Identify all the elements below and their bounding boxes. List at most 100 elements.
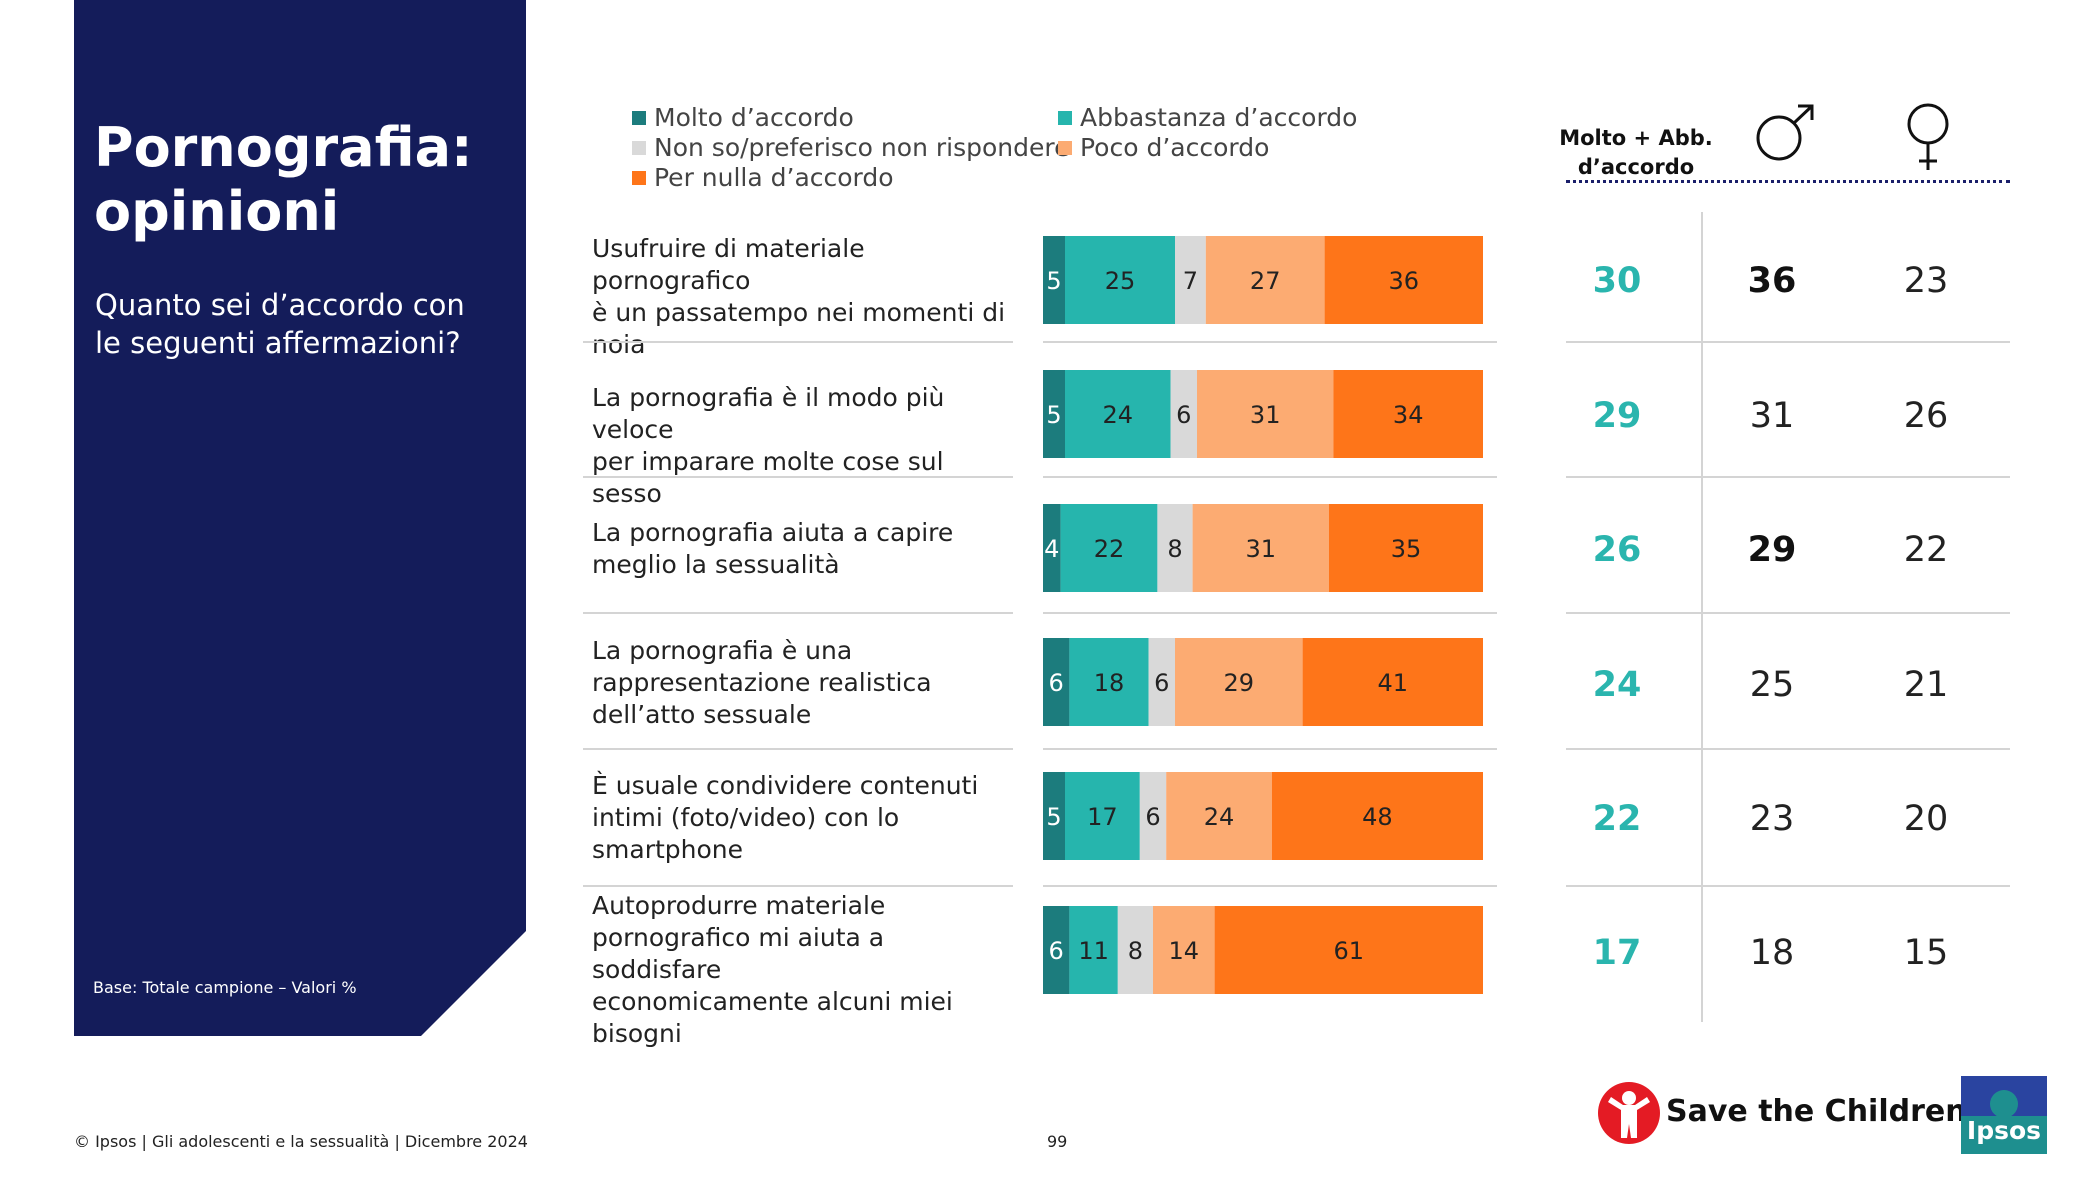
- row-divider-middle: [1043, 612, 1497, 614]
- statement-4-line-1: La pornografia è una: [592, 636, 853, 665]
- statement-6-line-4: bisogni: [592, 1019, 682, 1048]
- bar-data-label: 14: [1169, 937, 1200, 965]
- statement-1-line-2: è un passatempo nei momenti di: [592, 298, 1006, 327]
- bar-data-label: 11: [1078, 937, 1109, 965]
- female-value-row-5: 20: [1903, 799, 1949, 839]
- bar-data-label: 6: [1154, 669, 1169, 697]
- row-divider-middle: [1043, 885, 1497, 887]
- bar-data-label: 24: [1204, 803, 1235, 831]
- bar-segment: [1271, 772, 1483, 860]
- bar-segment: [1197, 370, 1334, 458]
- bar-segment: [1043, 906, 1070, 994]
- bar-segment: [1043, 772, 1065, 860]
- bar-segment: [1043, 504, 1061, 592]
- statement-1-line-1: Usufruire di materiale pornografico: [592, 234, 865, 295]
- ipsos-logo-text: Ipsos: [1966, 1116, 2042, 1145]
- bar-data-label: 4: [1044, 535, 1059, 563]
- bar-segment: [1117, 906, 1153, 994]
- bar-segment: [1333, 370, 1483, 458]
- bar-data-label: 5: [1046, 401, 1061, 429]
- ipsos-logo-mark-icon: [1961, 1076, 2047, 1116]
- statement-3-line-1: La pornografia aiuta a capire: [592, 518, 954, 547]
- bar-data-label: 36: [1389, 267, 1420, 295]
- bar-segment: [1205, 236, 1325, 324]
- bar-data-label: 24: [1103, 401, 1134, 429]
- bar-data-label: 35: [1391, 535, 1422, 563]
- bar-data-label: 6: [1176, 401, 1191, 429]
- statement-5-line-2: intimi (foto/video) con lo: [592, 803, 900, 832]
- row-divider-middle: [1043, 748, 1497, 750]
- page-title-line-2: opinioni: [94, 180, 340, 243]
- statement-6-line-1: Autoprodurre materiale: [592, 891, 886, 920]
- legend-swatch-per-nulla: [632, 171, 646, 185]
- male-value-row-3: 29: [1747, 530, 1797, 570]
- row-divider-left: [583, 748, 1013, 750]
- bar-segment: [1060, 504, 1158, 592]
- row-divider-middle: [1043, 476, 1497, 478]
- bar-data-label: 34: [1393, 401, 1424, 429]
- row-divider-left: [583, 885, 1013, 887]
- page-number: 99: [1047, 1132, 1068, 1151]
- legend-item-per-nulla: Per nulla d’accordo: [632, 163, 894, 193]
- male-value-row-4: 25: [1749, 665, 1795, 705]
- female-value-row-6: 15: [1903, 933, 1949, 973]
- male-symbol-icon: [1756, 103, 1816, 163]
- footer-copyright: © Ipsos | Gli adolescenti e la sessualit…: [74, 1132, 528, 1151]
- base-note: Base: Totale campione – Valori %: [93, 978, 357, 997]
- total-column-header-line-2: d’accordo: [1577, 155, 1695, 179]
- legend-label-abbastanza: Abbastanza d’accordo: [1080, 103, 1358, 132]
- bar-segment: [1153, 906, 1215, 994]
- row-divider-left: [583, 612, 1013, 614]
- legend-label-per-nulla: Per nulla d’accordo: [654, 163, 894, 192]
- row-divider-left: [583, 341, 1013, 343]
- female-value-row-3: 22: [1903, 530, 1949, 570]
- total-value-row-5: 22: [1592, 799, 1642, 839]
- bar-data-label: 6: [1145, 803, 1160, 831]
- legend-swatch-abbastanza: [1058, 111, 1072, 125]
- legend-swatch-non-so: [632, 141, 646, 155]
- page-title: Pornografia: opinioni: [94, 116, 514, 244]
- column-divider: [1701, 212, 1703, 1022]
- bar-segment: [1324, 236, 1483, 324]
- page-title-line-1: Pornografia:: [94, 116, 473, 179]
- statement-6: Autoprodurre materiale pornografico mi a…: [592, 890, 1012, 1050]
- total-value-row-2: 29: [1592, 396, 1642, 436]
- bar-data-label: 17: [1087, 803, 1118, 831]
- bar-segment: [1175, 236, 1206, 324]
- row-divider-right: [1566, 341, 2010, 343]
- statement-1: Usufruire di materiale pornografico è un…: [592, 233, 1012, 361]
- statement-5-line-1: È usuale condividere contenuti: [592, 771, 979, 800]
- row-divider-middle: [1043, 341, 1497, 343]
- bar-data-label: 18: [1094, 669, 1125, 697]
- statement-3-line-2: meglio la sessualità: [592, 550, 840, 579]
- page-subtitle: Quanto sei d’accordo con le seguenti aff…: [95, 288, 465, 360]
- row-divider-right: [1566, 748, 2010, 750]
- bar-segment: [1170, 370, 1197, 458]
- legend-label-non-so: Non so/preferisco non rispondere: [654, 133, 1070, 162]
- total-value-row-1: 30: [1592, 261, 1642, 301]
- statement-3: La pornografia aiuta a capire meglio la …: [592, 517, 1012, 581]
- bar-data-label: 31: [1250, 401, 1281, 429]
- row-divider-left: [583, 476, 1013, 478]
- bar-segment: [1069, 638, 1149, 726]
- legend-swatch-poco: [1058, 141, 1072, 155]
- legend-item-non-so: Non so/preferisco non rispondere: [632, 133, 1069, 163]
- bar-data-label: 29: [1224, 669, 1255, 697]
- legend-item-poco: Poco d’accordo: [1058, 133, 1269, 163]
- bar-segment: [1166, 772, 1272, 860]
- bar-data-label: 6: [1049, 669, 1064, 697]
- legend-item-molto: Molto d’accordo: [632, 103, 854, 133]
- bar-segment: [1043, 236, 1065, 324]
- male-value-row-1: 36: [1747, 261, 1797, 301]
- bar-data-label: 8: [1128, 937, 1143, 965]
- bar-segment: [1065, 370, 1171, 458]
- female-value-row-4: 21: [1903, 665, 1949, 705]
- bar-segment: [1148, 638, 1175, 726]
- title-panel: [74, 0, 526, 1036]
- female-value-row-2: 26: [1903, 396, 1949, 436]
- statement-2: La pornografia è il modo più veloce per …: [592, 382, 1012, 510]
- save-the-children-emblem-icon: [1598, 1082, 1660, 1144]
- bar-data-label: 25: [1105, 267, 1136, 295]
- bar-segment: [1139, 772, 1167, 860]
